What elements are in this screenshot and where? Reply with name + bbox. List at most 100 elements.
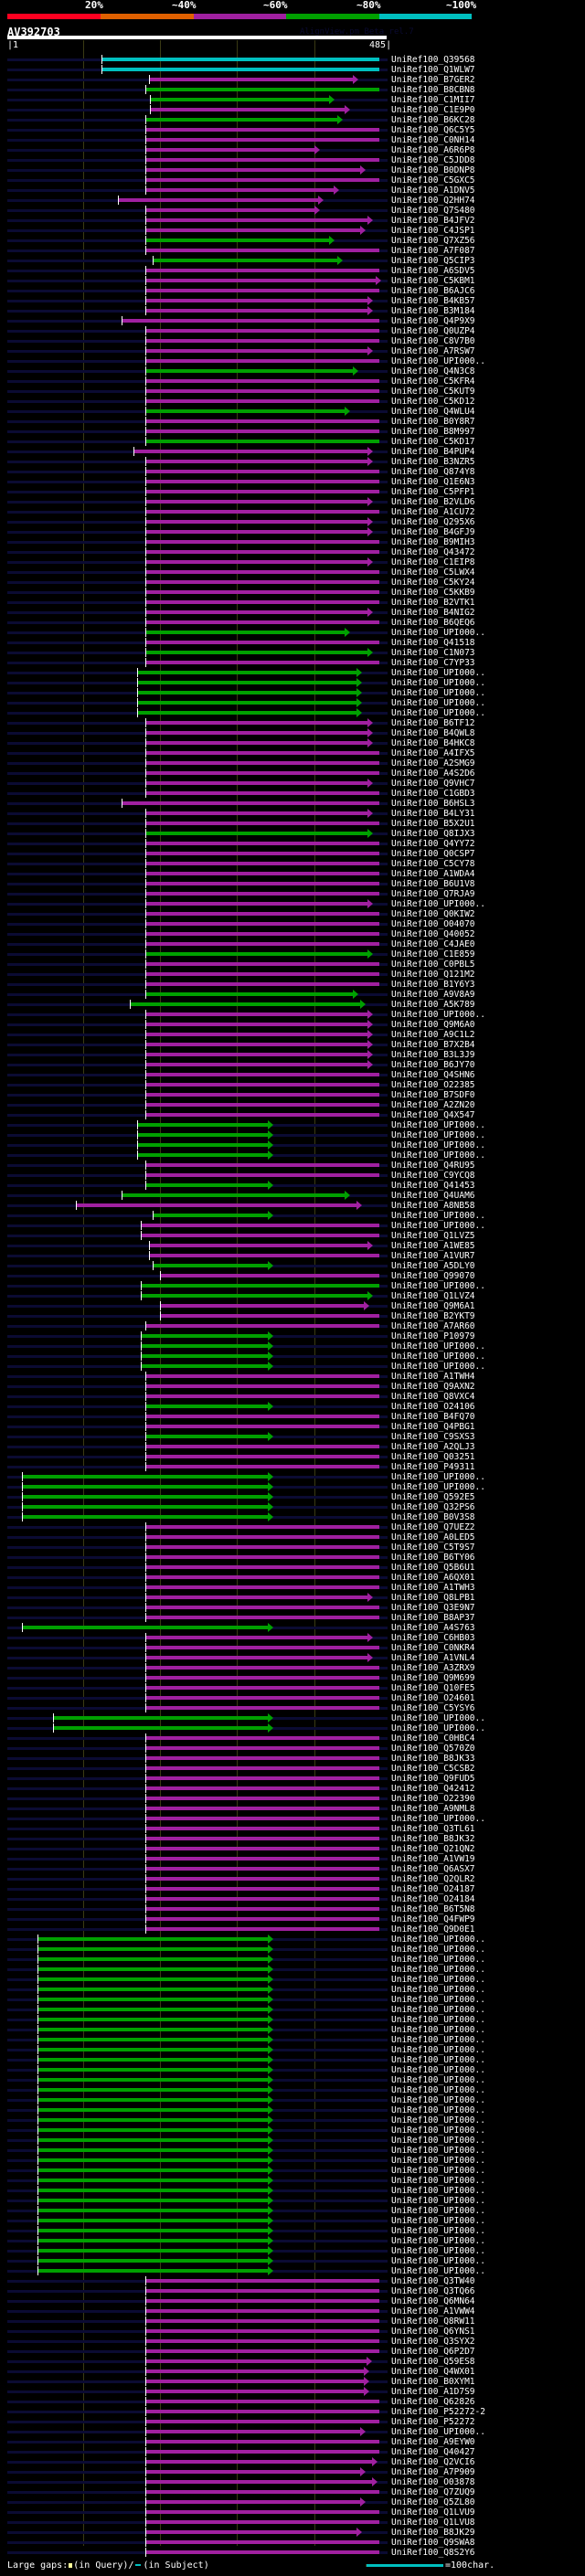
hit-label[interactable]: UniRef100_UPI000.. bbox=[391, 668, 485, 678]
alignment-bar[interactable] bbox=[145, 299, 367, 302]
hit-row[interactable]: UniRef100_A2ZN20 bbox=[0, 1100, 585, 1110]
hit-label[interactable]: UniRef100_Q6C5Y5 bbox=[391, 125, 475, 135]
hit-label[interactable]: UniRef100_B8AP37 bbox=[391, 1613, 475, 1623]
alignment-bar[interactable] bbox=[37, 2018, 268, 2021]
hit-label[interactable]: UniRef100_UPI000.. bbox=[391, 2045, 485, 2055]
hit-row[interactable]: UniRef100_A1VWW4 bbox=[0, 2306, 585, 2316]
hit-row[interactable]: UniRef100_Q40427 bbox=[0, 2447, 585, 2457]
hit-row[interactable]: UniRef100_B8JK32 bbox=[0, 1834, 585, 1844]
hit-label[interactable]: UniRef100_B0DNP8 bbox=[391, 165, 475, 175]
hit-row[interactable]: UniRef100_Q21QN2 bbox=[0, 1844, 585, 1854]
alignment-bar[interactable] bbox=[145, 2359, 367, 2363]
hit-label[interactable]: UniRef100_UPI000.. bbox=[391, 2136, 485, 2146]
alignment-bar[interactable] bbox=[145, 1766, 379, 1770]
hit-row[interactable]: UniRef100_C5KUT9 bbox=[0, 387, 585, 397]
alignment-bar[interactable] bbox=[145, 2480, 372, 2484]
hit-label[interactable]: UniRef100_O22385 bbox=[391, 1080, 475, 1090]
alignment-bar[interactable] bbox=[101, 68, 379, 71]
alignment-bar[interactable] bbox=[145, 1837, 379, 1840]
hit-row[interactable]: UniRef100_UPI000.. bbox=[0, 1995, 585, 2005]
hit-row[interactable]: UniRef100_Q3E9N7 bbox=[0, 1603, 585, 1613]
hit-row[interactable]: UniRef100_UPI000.. bbox=[0, 2015, 585, 2025]
hit-row[interactable]: UniRef100_B6U1V8 bbox=[0, 879, 585, 889]
alignment-bar[interactable] bbox=[145, 1606, 379, 1609]
hit-row[interactable]: UniRef100_Q6MN64 bbox=[0, 2296, 585, 2306]
alignment-bar[interactable] bbox=[141, 1364, 268, 1368]
alignment-bar[interactable] bbox=[145, 1083, 379, 1087]
alignment-bar[interactable] bbox=[145, 1575, 379, 1579]
hit-label[interactable]: UniRef100_A1WE85 bbox=[391, 1241, 475, 1251]
hit-row[interactable]: UniRef100_A0LED5 bbox=[0, 1532, 585, 1542]
hit-row[interactable]: UniRef100_Q6P2D7 bbox=[0, 2347, 585, 2357]
hit-row[interactable]: UniRef100_Q3SYX2 bbox=[0, 2337, 585, 2347]
hit-row[interactable]: UniRef100_UPI000.. bbox=[0, 1140, 585, 1150]
alignment-bar[interactable] bbox=[145, 279, 376, 282]
alignment-bar[interactable] bbox=[145, 932, 379, 936]
hit-row[interactable]: UniRef100_Q3TQ66 bbox=[0, 2286, 585, 2296]
hit-label[interactable]: UniRef100_UPI000.. bbox=[391, 1945, 485, 1955]
alignment-bar[interactable] bbox=[122, 319, 379, 323]
alignment-bar[interactable] bbox=[137, 1133, 268, 1137]
hit-label[interactable]: UniRef100_UPI000.. bbox=[391, 2035, 485, 2045]
hit-label[interactable]: UniRef100_A1VW19 bbox=[391, 1854, 475, 1864]
hit-label[interactable]: UniRef100_C5KD12 bbox=[391, 397, 475, 407]
alignment-bar[interactable] bbox=[145, 1425, 379, 1428]
hit-row[interactable]: UniRef100_Q9FUD5 bbox=[0, 1774, 585, 1784]
hit-label[interactable]: UniRef100_B4QWL8 bbox=[391, 728, 475, 738]
alignment-bar[interactable] bbox=[149, 78, 353, 81]
hit-label[interactable]: UniRef100_C5KKB9 bbox=[391, 588, 475, 598]
hit-row[interactable]: UniRef100_B3L3J9 bbox=[0, 1050, 585, 1060]
alignment-bar[interactable] bbox=[37, 2239, 268, 2242]
alignment-bar[interactable] bbox=[145, 1465, 379, 1468]
alignment-bar[interactable] bbox=[37, 2128, 268, 2132]
hit-label[interactable]: UniRef100_UPI000.. bbox=[391, 2055, 485, 2065]
alignment-bar[interactable] bbox=[145, 1646, 379, 1649]
hit-label[interactable]: UniRef100_UPI000.. bbox=[391, 2085, 485, 2095]
hit-label[interactable]: UniRef100_UPI000.. bbox=[391, 1140, 485, 1150]
hit-label[interactable]: UniRef100_Q03251 bbox=[391, 1452, 475, 1462]
alignment-bar[interactable] bbox=[122, 1193, 345, 1197]
alignment-bar[interactable] bbox=[145, 178, 379, 182]
hit-label[interactable]: UniRef100_A5DLY0 bbox=[391, 1261, 475, 1271]
hit-label[interactable]: UniRef100_UPI000.. bbox=[391, 1995, 485, 2005]
alignment-bar[interactable] bbox=[145, 339, 379, 343]
hit-label[interactable]: UniRef100_A1VNL4 bbox=[391, 1653, 475, 1663]
hit-label[interactable]: UniRef100_Q5CIP3 bbox=[391, 256, 475, 266]
hit-row[interactable]: UniRef100_Q41518 bbox=[0, 638, 585, 648]
hit-label[interactable]: UniRef100_B5X2U1 bbox=[391, 819, 475, 829]
hit-label[interactable]: UniRef100_B6TY06 bbox=[391, 1553, 475, 1563]
hit-label[interactable]: UniRef100_UPI000.. bbox=[391, 1281, 485, 1291]
hit-row[interactable]: UniRef100_O03878 bbox=[0, 2477, 585, 2487]
alignment-bar[interactable] bbox=[145, 842, 379, 845]
hit-row[interactable]: UniRef100_C1GBD3 bbox=[0, 789, 585, 799]
hit-row[interactable]: UniRef100_Q6C5Y5 bbox=[0, 125, 585, 135]
hit-label[interactable]: UniRef100_B4GFJ9 bbox=[391, 527, 475, 537]
hit-label[interactable]: UniRef100_O03878 bbox=[391, 2477, 475, 2487]
hit-label[interactable]: UniRef100_Q8IJX3 bbox=[391, 829, 475, 839]
alignment-bar[interactable] bbox=[145, 2520, 379, 2524]
alignment-bar[interactable] bbox=[145, 148, 314, 152]
hit-row[interactable]: UniRef100_C5PFP1 bbox=[0, 487, 585, 497]
hit-label[interactable]: UniRef100_C4JSP1 bbox=[391, 226, 475, 236]
hit-row[interactable]: UniRef100_A4S763 bbox=[0, 1623, 585, 1633]
alignment-bar[interactable] bbox=[145, 972, 379, 976]
alignment-bar[interactable] bbox=[37, 1967, 268, 1971]
hit-label[interactable]: UniRef100_UPI000.. bbox=[391, 2186, 485, 2196]
hit-label[interactable]: UniRef100_Q8VXC4 bbox=[391, 1392, 475, 1402]
hit-label[interactable]: UniRef100_A4IFX5 bbox=[391, 748, 475, 758]
hit-row[interactable]: UniRef100_Q2QLR2 bbox=[0, 1874, 585, 1884]
hit-label[interactable]: UniRef100_P52272 bbox=[391, 2417, 475, 2427]
hit-label[interactable]: UniRef100_A4S763 bbox=[391, 1623, 475, 1633]
hit-label[interactable]: UniRef100_UPI000.. bbox=[391, 2256, 485, 2266]
hit-label[interactable]: UniRef100_B7SDF0 bbox=[391, 1090, 475, 1100]
hit-row[interactable]: UniRef100_B2YKT9 bbox=[0, 1311, 585, 1321]
hit-label[interactable]: UniRef100_Q9SWA8 bbox=[391, 2538, 475, 2548]
hit-label[interactable]: UniRef100_Q6MN64 bbox=[391, 2296, 475, 2306]
hit-row[interactable]: UniRef100_B2VLD6 bbox=[0, 497, 585, 507]
hit-row[interactable]: UniRef100_Q8IJX3 bbox=[0, 829, 585, 839]
hit-label[interactable]: UniRef100_B2VLD6 bbox=[391, 497, 475, 507]
hit-row[interactable]: UniRef100_Q59ES8 bbox=[0, 2357, 585, 2367]
alignment-bar[interactable] bbox=[145, 2329, 379, 2333]
hit-row[interactable]: UniRef100_O24106 bbox=[0, 1402, 585, 1412]
alignment-bar[interactable] bbox=[145, 399, 379, 403]
